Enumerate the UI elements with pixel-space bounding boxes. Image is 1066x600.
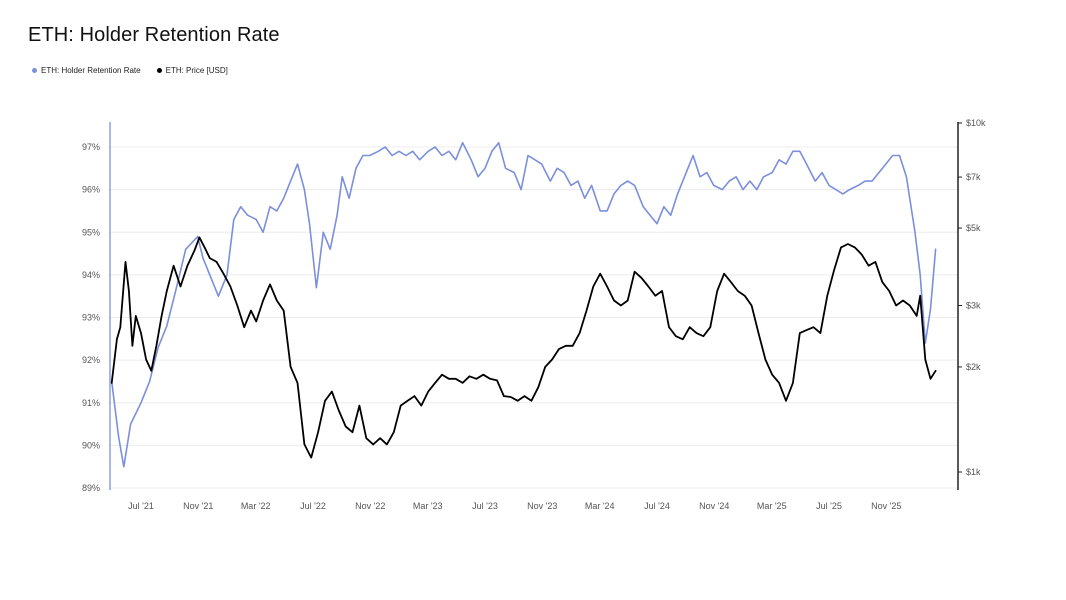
y-left-tick-label: 96% (82, 185, 100, 195)
x-tick-label: Nov '25 (871, 501, 901, 511)
y-right-tick-label: $1k (966, 467, 981, 477)
x-tick-label: Nov '24 (699, 501, 729, 511)
x-tick-label: Jul '24 (644, 501, 670, 511)
legend-dot-retention-icon (32, 68, 37, 73)
y-left-tick-label: 93% (82, 313, 100, 323)
y-right-tick-label: $10k (966, 118, 986, 128)
y-right-tick-label: $2k (966, 362, 981, 372)
legend-dot-price-icon (156, 68, 162, 73)
y-left-tick-label: 90% (82, 440, 100, 450)
series-line-price (110, 236, 937, 459)
x-tick-label: Nov '21 (183, 501, 213, 511)
x-tick-label: Jul '23 (472, 501, 498, 511)
y-right-tick-label: $5k (966, 223, 981, 233)
series-line-retention (110, 141, 937, 468)
y-left-tick-label: 89% (82, 483, 100, 493)
series-lines (110, 141, 937, 468)
grid-lines (110, 146, 958, 489)
y-left-tick-label: 95% (82, 227, 100, 237)
legend-label-price: ETH: Price [USD] (165, 66, 228, 75)
axes (109, 122, 962, 490)
y-left-tick-label: 94% (82, 270, 100, 280)
chart-title: ETH: Holder Retention Rate (28, 24, 280, 46)
chart-legend: ETH: Holder Retention Rate ETH: Price [U… (32, 66, 228, 75)
x-tick-label: Nov '22 (355, 501, 385, 511)
x-tick-label: Mar '24 (585, 501, 615, 511)
y-right-tick-label: $3k (966, 300, 981, 310)
x-tick-label: Jul '21 (128, 501, 154, 511)
x-tick-label: Jul '22 (300, 501, 326, 511)
y-left-tick-label: 91% (82, 398, 100, 408)
x-tick-label: Nov '23 (527, 501, 557, 511)
legend-label-retention: ETH: Holder Retention Rate (41, 66, 141, 75)
legend-item-retention[interactable]: ETH: Holder Retention Rate (32, 66, 141, 75)
x-tick-label: Jul '25 (816, 501, 842, 511)
legend-item-price[interactable]: ETH: Price [USD] (156, 66, 228, 75)
x-tick-label: Mar '22 (241, 501, 271, 511)
x-tick-label: Mar '25 (757, 501, 787, 511)
y-right-tick-label: $7k (966, 172, 981, 182)
x-tick-label: Mar '23 (413, 501, 443, 511)
tick-labels: 89% 90% 91% 92% 93% 94% 95% 96% 97% $1k $2k $3k $5k $… (82, 118, 986, 511)
y-left-tick-label: 92% (82, 355, 100, 365)
y-left-tick-label: 97% (82, 142, 100, 152)
